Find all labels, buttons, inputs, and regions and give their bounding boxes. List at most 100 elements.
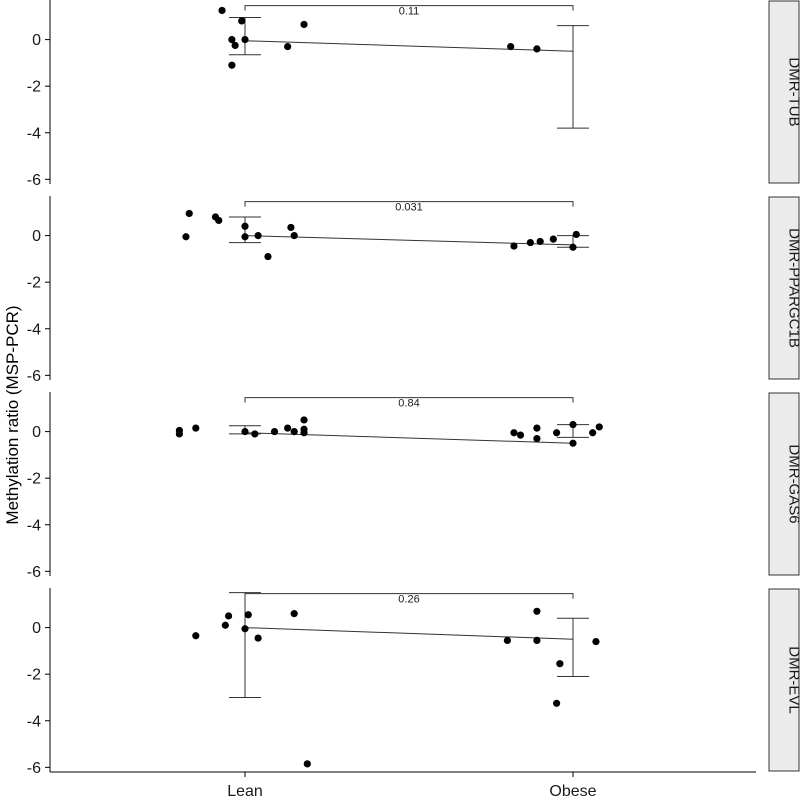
data-point <box>225 612 233 620</box>
data-point <box>510 429 518 437</box>
data-point <box>241 35 249 44</box>
data-point <box>503 636 511 645</box>
y-tick-label: 0 <box>32 620 41 637</box>
data-point <box>572 230 580 239</box>
data-point <box>290 231 298 240</box>
data-point <box>516 431 525 439</box>
data-point <box>228 35 236 44</box>
data-point <box>221 621 229 629</box>
data-point <box>533 424 541 432</box>
data-point <box>290 427 298 436</box>
significance-bracket <box>244 397 574 403</box>
facet-strip <box>768 196 800 380</box>
data-point <box>182 233 190 241</box>
significance-bracket <box>244 5 574 11</box>
data-point <box>215 216 223 225</box>
data-point <box>595 423 603 431</box>
data-point <box>241 222 249 230</box>
facet-panel: 0 -2 -4 -6 DMR-TUB 0.11 <box>27 0 800 189</box>
y-tick-label: -6 <box>27 172 41 189</box>
data-point <box>264 252 272 261</box>
p-value-label: 0.031 <box>395 202 423 214</box>
y-tick-label: -4 <box>27 125 41 142</box>
data-point <box>218 6 226 15</box>
data-point <box>254 231 262 240</box>
facet-strip <box>768 0 800 184</box>
data-point <box>192 424 200 432</box>
data-point <box>270 427 279 436</box>
y-tick-label: -4 <box>27 517 41 534</box>
p-value-label: 0.84 <box>398 398 419 410</box>
data-point <box>536 237 544 246</box>
y-tick-label: -4 <box>27 321 41 338</box>
data-point <box>569 243 577 251</box>
facet-strip-label: DMR-EVL <box>786 646 800 714</box>
mean-line <box>244 235 574 246</box>
x-tick-label: Lean <box>227 783 263 799</box>
facet-panel: 0 -2 -4 -6 DMR-EVL 0.26 <box>27 588 800 777</box>
y-axis-title: Methylation ratio (MSP-PCR) <box>3 305 22 524</box>
x-tick-label: Obese <box>549 783 596 799</box>
data-point <box>526 238 534 247</box>
data-point <box>175 430 183 438</box>
y-tick-label: -2 <box>27 667 41 684</box>
y-tick-label: -2 <box>27 471 41 488</box>
y-tick-label: 0 <box>32 228 41 245</box>
significance-bracket <box>244 201 574 207</box>
data-point <box>507 42 515 51</box>
y-tick-label: -6 <box>27 564 41 581</box>
data-point <box>241 427 249 436</box>
data-point <box>244 611 252 619</box>
data-point <box>553 699 561 707</box>
data-point <box>533 607 541 615</box>
data-point <box>303 760 311 768</box>
p-value-label: 0.26 <box>398 594 419 606</box>
facet-panels: 0 -2 -4 -6 DMR-TUB 0.11 0 -2 -4 -6 DMR-PPARGC1B 0.0… <box>27 0 800 777</box>
data-point <box>251 430 259 438</box>
data-point <box>284 424 292 432</box>
data-point <box>192 632 200 640</box>
data-point <box>238 17 246 25</box>
data-point <box>300 20 308 29</box>
y-tick-label: -6 <box>27 368 41 385</box>
data-point <box>228 61 236 69</box>
mean-line <box>244 432 574 444</box>
y-tick-label: 0 <box>32 32 41 49</box>
data-point <box>287 223 295 232</box>
data-point <box>533 434 541 443</box>
data-point <box>300 429 308 437</box>
data-point <box>241 233 249 241</box>
y-tick-label: -4 <box>27 713 41 730</box>
p-value-label: 0.11 <box>399 6 420 18</box>
data-point <box>300 416 308 424</box>
facet-strip <box>768 588 800 772</box>
y-tick-label: -6 <box>27 760 41 777</box>
data-point <box>533 636 541 645</box>
facet-strip-label: DMR-GAS6 <box>786 444 800 523</box>
data-point <box>592 637 600 646</box>
data-point <box>241 625 249 633</box>
data-point <box>254 634 262 642</box>
facet-strip-label: DMR-PPARGC1B <box>786 228 800 348</box>
data-point <box>553 429 561 437</box>
mean-line <box>244 40 574 52</box>
y-tick-label: -2 <box>27 79 41 96</box>
data-point <box>290 610 298 618</box>
data-point <box>284 42 292 51</box>
data-point <box>556 660 564 668</box>
facet-strip <box>768 392 800 576</box>
data-point <box>569 421 577 429</box>
x-axis: Lean Obese <box>50 771 756 799</box>
data-point <box>569 439 577 447</box>
y-tick-label: -2 <box>27 275 41 292</box>
facet-panel: 0 -2 -4 -6 DMR-PPARGC1B 0.031 <box>27 196 800 385</box>
data-point <box>510 242 518 250</box>
data-point <box>589 429 597 437</box>
y-tick-label: 0 <box>32 424 41 441</box>
data-point <box>185 209 193 218</box>
data-point <box>549 235 557 243</box>
data-point <box>533 45 541 53</box>
facet-panel: 0 -2 -4 -6 DMR-GAS6 0.84 <box>27 392 800 581</box>
facet-strip-label: DMR-TUB <box>786 57 800 126</box>
